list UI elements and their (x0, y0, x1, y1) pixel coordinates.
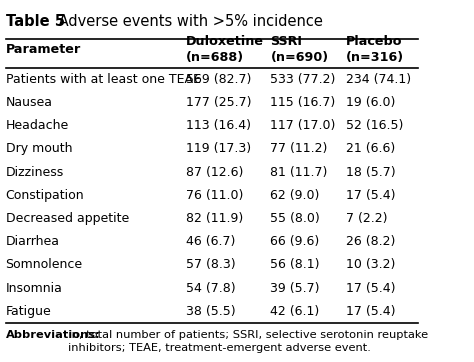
Text: 55 (8.0): 55 (8.0) (271, 212, 320, 225)
Text: 57 (8.3): 57 (8.3) (186, 258, 236, 272)
Text: Adverse events with >5% incidence: Adverse events with >5% incidence (54, 14, 323, 29)
Text: 17 (5.4): 17 (5.4) (346, 305, 396, 318)
Text: 533 (77.2): 533 (77.2) (271, 73, 336, 86)
Text: 119 (17.3): 119 (17.3) (186, 143, 252, 156)
Text: Abbreviations:: Abbreviations: (6, 330, 100, 340)
Text: Placebo
(n=316): Placebo (n=316) (346, 35, 404, 64)
Text: Fatigue: Fatigue (6, 305, 51, 318)
Text: 81 (11.7): 81 (11.7) (271, 166, 328, 179)
Text: Nausea: Nausea (6, 96, 53, 109)
Text: 19 (6.0): 19 (6.0) (346, 96, 395, 109)
Text: 46 (6.7): 46 (6.7) (186, 235, 236, 248)
Text: 62 (9.0): 62 (9.0) (271, 189, 320, 202)
Text: n, total number of patients; SSRI, selective serotonin reuptake
inhibitors; TEAE: n, total number of patients; SSRI, selec… (68, 330, 428, 353)
Text: 234 (74.1): 234 (74.1) (346, 73, 411, 86)
Text: 177 (25.7): 177 (25.7) (186, 96, 252, 109)
Text: 26 (8.2): 26 (8.2) (346, 235, 395, 248)
Text: 54 (7.8): 54 (7.8) (186, 282, 236, 295)
Text: 39 (5.7): 39 (5.7) (271, 282, 320, 295)
Text: 115 (16.7): 115 (16.7) (271, 96, 336, 109)
Text: 117 (17.0): 117 (17.0) (271, 119, 336, 132)
Text: 113 (16.4): 113 (16.4) (186, 119, 251, 132)
Text: Dizziness: Dizziness (6, 166, 64, 179)
Text: SSRI
(n=690): SSRI (n=690) (271, 35, 328, 64)
Text: Patients with at least one TEAE: Patients with at least one TEAE (6, 73, 201, 86)
Text: 52 (16.5): 52 (16.5) (346, 119, 403, 132)
Text: Table 5: Table 5 (6, 14, 64, 29)
Text: 82 (11.9): 82 (11.9) (186, 212, 244, 225)
Text: 18 (5.7): 18 (5.7) (346, 166, 396, 179)
Text: 42 (6.1): 42 (6.1) (271, 305, 319, 318)
Text: Dry mouth: Dry mouth (6, 143, 72, 156)
Text: 7 (2.2): 7 (2.2) (346, 212, 388, 225)
Text: 21 (6.6): 21 (6.6) (346, 143, 395, 156)
Text: 76 (11.0): 76 (11.0) (186, 189, 244, 202)
Text: 10 (3.2): 10 (3.2) (346, 258, 395, 272)
Text: Diarrhea: Diarrhea (6, 235, 60, 248)
Text: 17 (5.4): 17 (5.4) (346, 282, 396, 295)
Text: Duloxetine
(n=688): Duloxetine (n=688) (186, 35, 264, 64)
Text: 77 (11.2): 77 (11.2) (271, 143, 328, 156)
Text: 87 (12.6): 87 (12.6) (186, 166, 244, 179)
Text: 56 (8.1): 56 (8.1) (271, 258, 320, 272)
Text: 569 (82.7): 569 (82.7) (186, 73, 252, 86)
Text: Headache: Headache (6, 119, 69, 132)
Text: Somnolence: Somnolence (6, 258, 83, 272)
Text: Constipation: Constipation (6, 189, 84, 202)
Text: 17 (5.4): 17 (5.4) (346, 189, 396, 202)
Text: Insomnia: Insomnia (6, 282, 63, 295)
Text: 66 (9.6): 66 (9.6) (271, 235, 319, 248)
Text: 38 (5.5): 38 (5.5) (186, 305, 236, 318)
Text: Decreased appetite: Decreased appetite (6, 212, 129, 225)
Text: Parameter: Parameter (6, 43, 81, 56)
